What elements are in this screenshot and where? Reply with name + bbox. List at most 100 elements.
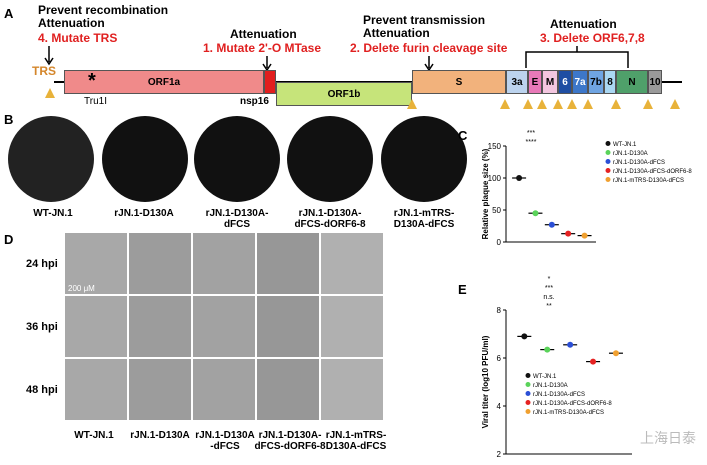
plaque-caption-line: rJN.1-mTRS-: [393, 208, 455, 219]
gene-3a-label: 3a: [511, 76, 523, 88]
gene-s: S: [412, 70, 506, 94]
gene-7a: 7a: [572, 70, 588, 94]
trs-marker: [583, 99, 593, 109]
panel-c-letter: C: [458, 128, 468, 143]
y-tick-label: 150: [488, 142, 502, 151]
panel-a-right-header-1: Prevent transmission: [363, 13, 486, 27]
viral-titer-chart: 2 4 6 8 Viral titer (log10 PFU/ml) WT-JN.1 rJN…: [481, 276, 632, 459]
gene-8: 8: [604, 70, 616, 94]
plaque-caption-line: dFCS-dORF6-8: [294, 219, 366, 230]
gene-m: M: [542, 70, 558, 94]
micrograph-image: [192, 232, 256, 295]
micro-caption-line: dFCS-dORF6-8: [254, 441, 326, 452]
micrograph-image: [192, 295, 256, 358]
row-label-24hpi: 24 hpi: [26, 258, 58, 270]
micro-caption-d130a-dfcs: rJN.1-D130A -dFCS: [194, 430, 256, 452]
plaque-caption-line: D130A-dFCS: [393, 219, 455, 230]
gene-orf1a: ORF1a: [64, 70, 264, 94]
plaque-dish-wt: [8, 116, 94, 202]
panel-a-right-header-2: Attenuation: [363, 26, 430, 40]
scale-bar-label: 200 μM: [68, 284, 95, 293]
row-label-48hpi: 48 hpi: [26, 384, 58, 396]
legend-marker: [525, 391, 531, 396]
panel-b-letter: B: [4, 112, 14, 127]
significance-label: n.s.: [543, 294, 554, 301]
plaque-caption-line: dFCS: [223, 219, 251, 230]
plaque-dish-d130a-dfcs: [194, 116, 280, 202]
legend-label: WT-JN.1: [613, 142, 637, 148]
micrograph-image: [64, 295, 128, 358]
orf6-8-bracket: [525, 46, 629, 68]
micrograph-image: [320, 232, 384, 295]
gene-orf1b: ORF1b: [276, 82, 412, 106]
data-point: [548, 221, 555, 228]
trs-marker: [523, 99, 533, 109]
legend-marker: [605, 141, 611, 146]
data-point: [516, 175, 523, 181]
y-tick-label: 8: [497, 306, 502, 315]
plaque-dish-d130a: [102, 116, 188, 202]
gene-7b-label: 7b: [590, 76, 602, 88]
plaque-caption-d130a-text: rJN.1-D130A: [114, 208, 174, 219]
micro-caption-mtrs-d130a-dfcs: rJN.1-mTRS- D130A-dFCS: [320, 430, 392, 452]
micro-caption-line: -dFCS: [210, 441, 240, 452]
gene-orf1b-label: ORF1b: [327, 88, 361, 100]
legend-label: rJN.1-D130A-dFCS: [533, 392, 585, 398]
legend-marker: [605, 159, 611, 164]
legend-marker: [605, 168, 611, 173]
legend-marker: [525, 409, 531, 414]
y-tick-label: 2: [497, 450, 502, 459]
panel-a-far-action: 3. Delete ORF6,7,8: [540, 31, 645, 45]
trs-arrow: [44, 46, 54, 66]
legend-marker: [605, 150, 611, 155]
micro-caption-line: rJN.1-D130A-: [258, 430, 322, 441]
micrograph-image: [64, 358, 128, 421]
plaque-caption-wt-text: WT-JN.1: [33, 208, 73, 219]
data-point: [532, 210, 539, 217]
data-point: [612, 350, 619, 357]
y-tick-label: 50: [492, 206, 501, 215]
panel-a-mid-header: Attenuation: [230, 27, 297, 41]
plaque-caption-line: rJN.1-D130A-: [298, 208, 362, 219]
trs-marker: [611, 99, 621, 109]
panel-a-far-header: Attenuation: [550, 17, 617, 31]
legend-label: rJN.1-D130A-dFCS-dORF6-8: [613, 169, 692, 175]
legend-marker: [525, 400, 531, 405]
panel-a-left-header-1: Prevent recombination: [38, 3, 169, 17]
micrograph-image: [320, 295, 384, 358]
micro-caption-text: rJN.1-D130A: [130, 430, 190, 441]
micro-caption-line: D130A-dFCS: [325, 441, 387, 452]
legend-label: rJN.1-D130A: [533, 383, 568, 389]
s-arrow: [424, 56, 434, 70]
significance-label: **: [546, 303, 552, 310]
y-tick-label: 100: [488, 174, 502, 183]
tru1i-label: Tru1I: [84, 96, 107, 107]
micro-caption-line: rJN.1-D130A: [195, 430, 255, 441]
gene-nsp16: [264, 70, 276, 94]
plaque-dish-mtrs-d130a-dfcs: [381, 116, 467, 202]
significance-label: ***: [545, 285, 553, 292]
y-axis-label: Viral titer (log10 PFU/ml): [481, 335, 490, 428]
data-point: [565, 230, 572, 237]
gene-n: N: [616, 70, 648, 94]
gene-7a-label: 7a: [574, 76, 586, 88]
data-point: [590, 358, 597, 365]
gene-7b: 7b: [588, 70, 604, 94]
gene-m-label: M: [545, 76, 555, 88]
trs-marker: [537, 99, 547, 109]
y-tick-label: 4: [497, 402, 502, 411]
gene-s-label: S: [455, 76, 463, 88]
micrograph-image: [128, 295, 192, 358]
significance-label: *: [548, 276, 551, 283]
plaque-caption-mtrs-d130a-dfcs: rJN.1-mTRS- D130A-dFCS: [376, 208, 472, 230]
panel-a-left-header-2: Attenuation: [38, 16, 105, 30]
gene-3a: 3a: [506, 70, 528, 94]
trs-marker: [643, 99, 653, 109]
plaque-caption-d130a-dfcs: rJN.1-D130A-dFCS: [190, 208, 284, 230]
y-axis-label: Relative plaque size (%): [481, 148, 490, 239]
legend-marker: [525, 382, 531, 387]
trs-marker: [553, 99, 563, 109]
panel-a-mid-action: 1. Mutate 2'-O MTase: [203, 41, 321, 55]
micrograph-image: [320, 358, 384, 421]
micro-caption-wt: WT-JN.1: [64, 430, 124, 441]
